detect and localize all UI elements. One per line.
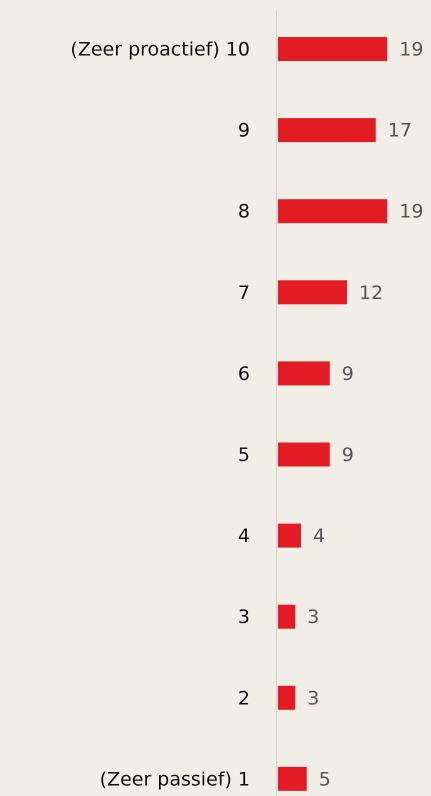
value-label: 19 [399,201,423,223]
bar [278,199,388,224]
bar [278,685,296,710]
bar [278,604,296,629]
value-label: 3 [307,606,319,628]
category-label: 8 [238,201,250,223]
value-label: 17 [388,120,412,142]
value-label: 9 [342,444,354,466]
value-label: 3 [307,687,319,709]
category-label: 6 [238,363,250,385]
bar [278,766,307,791]
value-label: 12 [359,282,383,304]
bar [278,442,330,467]
bar [278,118,376,143]
category-label: 5 [238,444,250,466]
category-label: (Zeer proactief) 10 [70,39,250,61]
category-label: (Zeer passief) 1 [100,768,250,790]
bar [278,37,388,61]
bar [278,523,301,548]
category-label: 2 [238,687,250,709]
category-label: 4 [238,525,250,547]
value-label: 9 [342,363,354,385]
category-label: 7 [238,282,250,304]
value-label: 19 [399,39,423,61]
category-label: 3 [238,606,250,628]
bar [278,361,330,386]
category-label: 9 [238,120,250,142]
value-label: 4 [313,525,325,547]
value-label: 5 [319,768,331,790]
bar [278,280,347,305]
